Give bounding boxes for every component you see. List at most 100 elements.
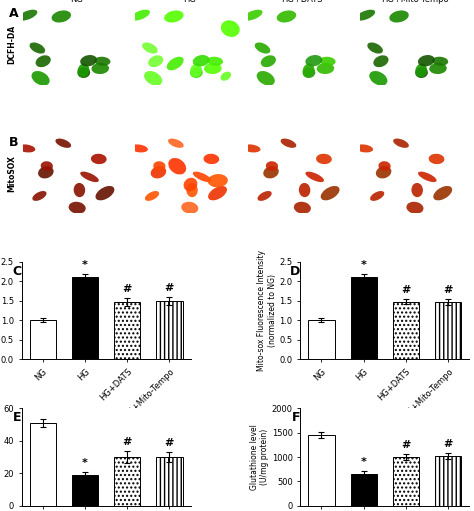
Ellipse shape [221,20,240,37]
Ellipse shape [32,191,46,201]
Ellipse shape [369,71,387,85]
Ellipse shape [144,71,162,85]
Y-axis label: Glutathione level
(U/mg protein): Glutathione level (U/mg protein) [249,424,269,490]
Ellipse shape [164,10,183,22]
Ellipse shape [80,55,97,66]
Ellipse shape [130,145,148,152]
Ellipse shape [131,10,150,20]
Text: #: # [122,284,132,294]
Ellipse shape [243,145,261,152]
Text: B: B [9,136,18,149]
Ellipse shape [418,55,435,66]
Ellipse shape [148,55,164,67]
Text: DCFH-DA: DCFH-DA [7,26,16,64]
Bar [393,457,419,506]
Ellipse shape [415,67,428,78]
Ellipse shape [277,10,296,22]
Ellipse shape [190,63,202,78]
Text: A: A [9,8,18,20]
Ellipse shape [266,161,278,171]
Ellipse shape [73,183,85,197]
Text: *: * [361,260,366,270]
Text: D: D [290,265,301,277]
Title: HG+DATS: HG+DATS [282,0,323,4]
Ellipse shape [356,10,375,20]
Text: F: F [292,411,301,424]
Ellipse shape [77,63,89,78]
Ellipse shape [18,10,37,20]
Bar [114,457,140,506]
Ellipse shape [203,154,219,164]
Ellipse shape [220,72,231,81]
Ellipse shape [321,186,339,200]
Ellipse shape [77,67,90,78]
Ellipse shape [168,138,184,148]
Ellipse shape [370,191,384,201]
Bar [393,301,419,359]
Ellipse shape [193,55,210,66]
Ellipse shape [256,71,275,85]
Ellipse shape [378,161,391,171]
Ellipse shape [302,63,314,78]
Ellipse shape [243,10,263,20]
Bar [114,302,140,359]
Ellipse shape [294,202,311,214]
Ellipse shape [428,154,445,164]
Ellipse shape [367,42,383,54]
Ellipse shape [18,145,35,152]
Ellipse shape [151,166,166,178]
Ellipse shape [168,158,186,174]
Bar [156,457,182,506]
Bar [351,474,377,506]
Title: HG+Mito-Tempo: HG+Mito-Tempo [381,0,448,4]
Text: #: # [165,438,174,448]
Ellipse shape [261,55,276,67]
Bar [435,302,461,359]
Ellipse shape [190,67,203,78]
Ellipse shape [355,145,373,152]
Bar [309,320,335,359]
Ellipse shape [55,138,71,148]
Title: NG: NG [71,0,83,4]
Text: #: # [122,437,132,448]
Ellipse shape [29,42,45,54]
Ellipse shape [406,202,423,214]
Ellipse shape [257,191,272,201]
Bar [72,475,98,506]
Ellipse shape [263,166,279,178]
Bar [156,301,182,359]
Ellipse shape [393,138,409,148]
Text: #: # [401,285,410,295]
Ellipse shape [193,172,211,182]
Ellipse shape [186,183,198,197]
Ellipse shape [374,55,389,67]
Text: #: # [165,283,174,293]
Ellipse shape [418,172,437,182]
Text: #: # [444,285,453,295]
Ellipse shape [302,67,315,78]
Ellipse shape [80,172,99,182]
Ellipse shape [153,161,165,171]
Ellipse shape [255,42,270,54]
Ellipse shape [145,191,159,201]
Ellipse shape [208,186,227,200]
Text: *: * [361,457,366,467]
Ellipse shape [69,202,86,214]
Text: #: # [444,439,453,449]
Bar [435,456,461,506]
Text: E: E [13,411,22,424]
Ellipse shape [91,154,107,164]
Ellipse shape [52,10,71,22]
Title: HG: HG [183,0,196,4]
Bar [309,435,335,506]
Ellipse shape [207,57,223,66]
Ellipse shape [167,57,183,71]
Text: *: * [82,260,88,270]
Ellipse shape [91,63,109,74]
Ellipse shape [31,71,50,85]
Ellipse shape [208,174,228,188]
Text: C: C [12,265,22,277]
Bar [72,277,98,359]
Ellipse shape [204,63,222,74]
Ellipse shape [389,10,409,22]
